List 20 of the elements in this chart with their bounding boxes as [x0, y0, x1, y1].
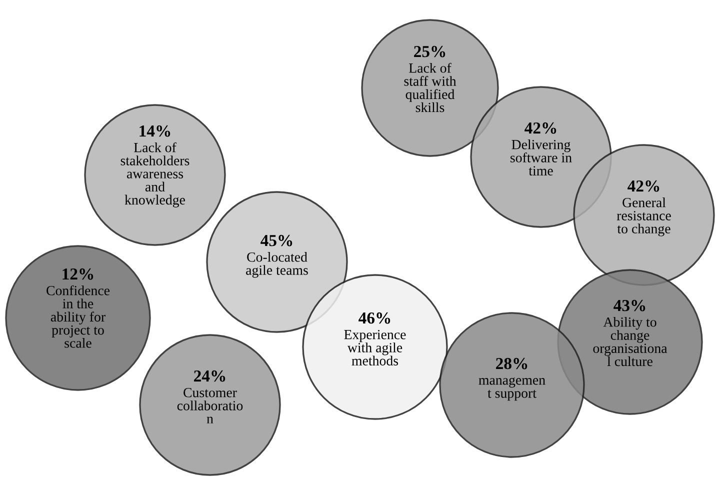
- data-label: 43%: [614, 300, 646, 312]
- data-label: 28%: [496, 358, 528, 370]
- data-label: 45%: [260, 234, 292, 246]
- category-label: Delivering software in time: [510, 140, 572, 176]
- category-label: Confidence in the ability for project to scale: [46, 285, 110, 348]
- category-label: Lack of staff with qualified skills: [404, 62, 456, 112]
- data-label: 42%: [628, 180, 660, 192]
- category-label: General resistance to change: [616, 198, 671, 236]
- category-label: managemen t support: [478, 377, 546, 401]
- category-label: Co-located agile teams: [246, 252, 308, 278]
- category-label: Lack of stakeholders awareness and knowledge: [120, 142, 190, 208]
- data-label: 14%: [140, 125, 170, 137]
- data-label: 46%: [358, 312, 390, 324]
- data-label: 25%: [414, 46, 446, 58]
- category-label: Ability to change organisationa l culture: [593, 317, 668, 366]
- data-label: 42%: [524, 122, 556, 134]
- category-label: Experience with agile methods: [344, 330, 406, 366]
- data-label: 24%: [194, 370, 226, 382]
- data-label: 12%: [62, 268, 94, 280]
- category-label: Customer collaboratio n: [177, 388, 243, 424]
